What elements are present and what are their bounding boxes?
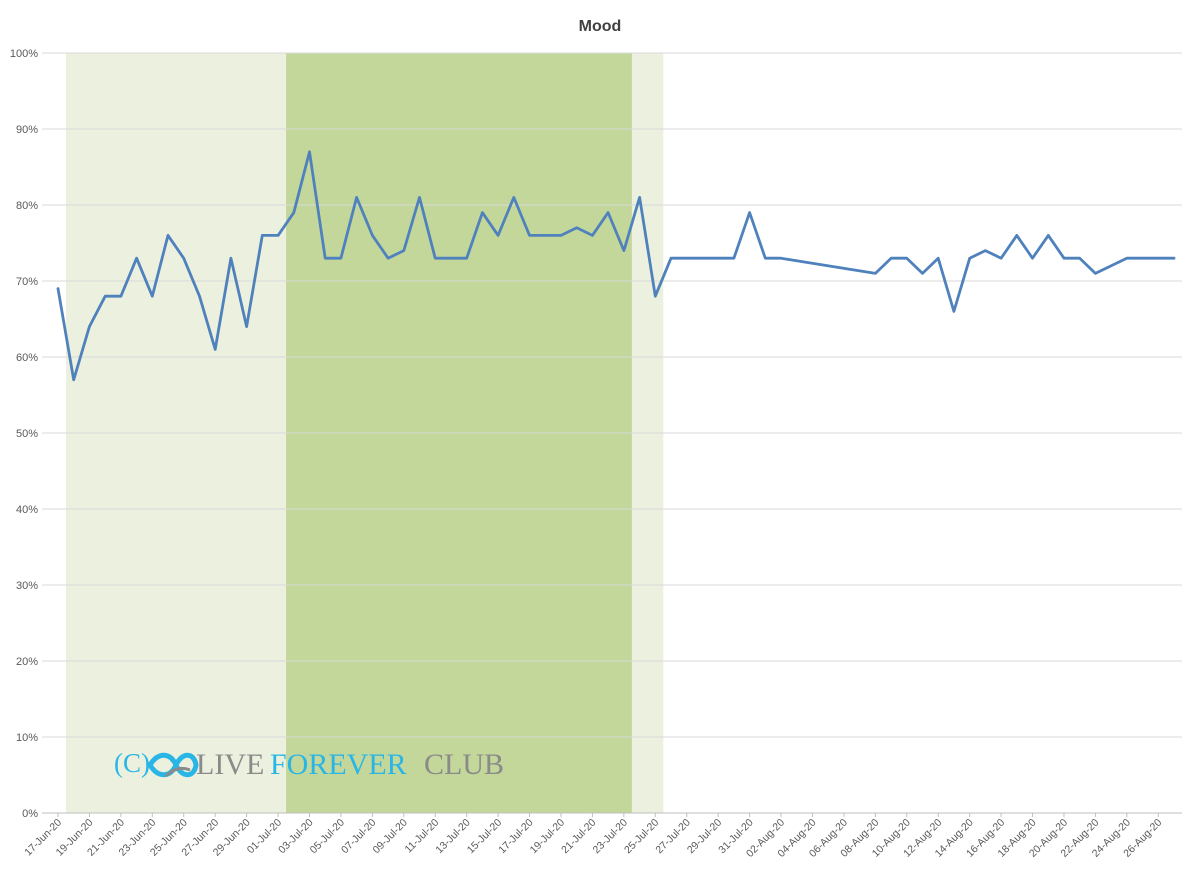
data-point — [198, 295, 201, 298]
data-point — [733, 257, 736, 260]
watermark-logo: (C) LIVE FOREVER CLUB — [114, 748, 504, 781]
y-tick-label: 10% — [16, 732, 38, 744]
data-point — [135, 257, 138, 260]
y-tick-label: 80% — [16, 200, 38, 212]
data-point — [1016, 234, 1019, 237]
y-tick-label: 90% — [16, 124, 38, 136]
data-point — [685, 257, 688, 260]
data-point — [277, 234, 280, 237]
data-point — [104, 295, 107, 298]
watermark-word-forever: FOREVER — [270, 748, 407, 781]
data-point — [72, 379, 75, 382]
data-point — [1031, 257, 1034, 260]
data-point — [953, 310, 956, 313]
data-point — [1141, 257, 1144, 260]
x-axis-ticks: 17-Jun-2019-Jun-2021-Jun-2023-Jun-2025-J… — [22, 813, 1165, 860]
series-line-1 — [56, 150, 1176, 382]
y-tick-label: 30% — [16, 580, 38, 592]
data-point — [984, 249, 987, 252]
data-point — [764, 257, 767, 260]
data-point — [57, 287, 60, 290]
gridlines — [42, 52, 1182, 738]
data-point — [748, 211, 751, 214]
y-tick-label: 70% — [16, 276, 38, 288]
data-point — [1078, 257, 1081, 260]
data-point — [905, 257, 908, 260]
y-tick-label: 100% — [10, 48, 38, 60]
watermark-copyright: (C) — [114, 748, 150, 778]
data-point — [1094, 272, 1097, 275]
data-point — [245, 325, 248, 328]
data-point — [638, 196, 641, 199]
infinity-icon — [147, 752, 199, 778]
data-point — [261, 234, 264, 237]
data-point — [1173, 257, 1176, 260]
data-point — [324, 257, 327, 260]
data-point — [623, 249, 626, 252]
data-point — [340, 257, 343, 260]
y-tick-label: 20% — [16, 656, 38, 668]
data-point — [497, 234, 500, 237]
watermark-word-club: CLUB — [424, 748, 504, 781]
data-point — [513, 196, 516, 199]
watermark-word-live: LIVE — [196, 748, 264, 781]
data-point — [544, 234, 547, 237]
data-point — [670, 257, 673, 260]
y-tick-label: 60% — [16, 352, 38, 364]
y-tick-label: 0% — [22, 808, 38, 820]
data-point — [355, 196, 358, 199]
data-point — [151, 295, 154, 298]
data-point — [968, 257, 971, 260]
data-point — [937, 257, 940, 260]
data-point — [701, 257, 704, 260]
data-point — [1063, 257, 1066, 260]
data-point — [528, 234, 531, 237]
data-point — [465, 257, 468, 260]
data-point — [654, 295, 657, 298]
data-point — [591, 234, 594, 237]
data-point — [560, 234, 563, 237]
data-point — [1157, 257, 1160, 260]
data-point — [780, 257, 783, 260]
y-tick-label: 40% — [16, 504, 38, 516]
data-point — [921, 272, 924, 275]
data-point — [88, 325, 91, 328]
chart-title: Mood — [579, 18, 622, 35]
data-point — [214, 348, 217, 351]
data-point — [371, 234, 374, 237]
data-point — [1000, 257, 1003, 260]
data-point — [182, 257, 185, 260]
data-point — [717, 257, 720, 260]
data-point — [434, 257, 437, 260]
data-point — [874, 272, 877, 275]
data-point — [1047, 234, 1050, 237]
series-mood — [56, 150, 1176, 382]
data-point — [230, 257, 233, 260]
data-point — [890, 257, 893, 260]
data-point — [607, 211, 610, 214]
data-point — [308, 151, 311, 154]
data-point — [1126, 257, 1129, 260]
y-tick-label: 50% — [16, 428, 38, 440]
data-point — [481, 211, 484, 214]
data-point — [403, 249, 406, 252]
data-point — [575, 227, 578, 230]
data-point — [387, 257, 390, 260]
x-tick-label: 09-Jul-20 — [370, 817, 410, 857]
data-point — [120, 295, 123, 298]
data-point — [418, 196, 421, 199]
data-point — [167, 234, 170, 237]
y-axis-ticks: 0% 10% 20% 30% 40% 50% 60% 70% 80% 90% 100% — [10, 48, 38, 820]
data-point — [292, 211, 295, 214]
data-point — [450, 257, 453, 260]
